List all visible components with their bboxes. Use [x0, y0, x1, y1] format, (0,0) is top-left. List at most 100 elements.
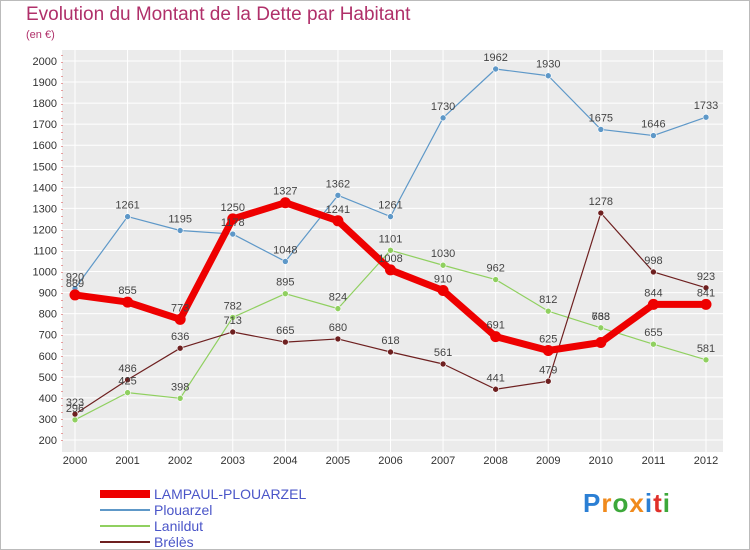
data-label-lampaul-plouarzel: 1008: [378, 253, 402, 265]
y-tick-label: 2000: [33, 56, 57, 68]
x-tick-label: 2011: [642, 455, 666, 467]
data-point-lanildut: [492, 276, 499, 283]
data-label-plouarzel: 1178: [221, 217, 245, 229]
data-label-lampaul-plouarzel: 855: [118, 285, 136, 297]
y-tick-label: 1700: [33, 119, 57, 131]
data-point-lampaul-plouarzel: [595, 337, 607, 349]
x-tick-label: 2002: [168, 455, 192, 467]
chart-subtitle: (en €): [26, 29, 55, 41]
y-tick-label: 1500: [33, 161, 57, 173]
data-point-br-l-s: [492, 385, 499, 393]
x-tick-label: 2009: [536, 455, 560, 467]
data-point-lanildut: [229, 314, 237, 321]
data-label-br-l-s: 323: [66, 397, 84, 409]
data-point-lampaul-plouarzel: [647, 298, 659, 310]
data-label-plouarzel: 1675: [589, 112, 613, 124]
data-label-br-l-s: 479: [539, 364, 557, 376]
data-label-lampaul-plouarzel: 910: [434, 274, 452, 286]
data-point-br-l-s: [439, 360, 447, 368]
y-tick-label: 1600: [33, 140, 57, 152]
legend-swatch: [100, 541, 150, 543]
y-tick-label: 1000: [33, 267, 57, 279]
data-label-plouarzel: 1261: [378, 200, 402, 212]
data-label-lampaul-plouarzel: 773: [171, 302, 189, 314]
data-point-br-l-s: [597, 209, 605, 217]
data-point-plouarzel: [229, 230, 237, 238]
data-label-lanildut: 782: [224, 300, 242, 312]
logo-letter: P: [583, 488, 602, 518]
data-point-lanildut: [334, 305, 342, 312]
data-point-br-l-s: [702, 284, 710, 292]
x-tick-label: 2012: [694, 455, 718, 467]
data-label-br-l-s: 636: [171, 331, 189, 343]
y-tick-label: 600: [39, 351, 57, 363]
data-point-lampaul-plouarzel: [279, 197, 291, 209]
data-label-br-l-s: 713: [224, 315, 242, 327]
data-label-plouarzel: 1733: [694, 100, 718, 112]
x-tick-label: 2001: [115, 455, 139, 467]
legend-swatch: [100, 509, 150, 511]
logo-letter: i: [644, 488, 654, 518]
data-label-br-l-s: 923: [697, 271, 715, 283]
data-label-br-l-s: 998: [644, 255, 662, 267]
y-tick-label: 1100: [33, 246, 57, 258]
data-label-lanildut: 296: [66, 403, 84, 415]
data-label-lanildut: 812: [539, 294, 557, 306]
y-tick-label: 900: [39, 288, 57, 300]
data-point-br-l-s: [387, 348, 394, 356]
data-point-plouarzel: [124, 213, 131, 220]
data-point-lanildut: [702, 356, 710, 364]
data-point-br-l-s: [650, 268, 657, 276]
x-tick-label: 2004: [273, 455, 297, 467]
data-point-lanildut: [282, 290, 289, 297]
logo-letter: o: [612, 488, 630, 518]
data-label-lampaul-plouarzel: 841: [697, 287, 715, 299]
data-point-lampaul-plouarzel: [385, 264, 396, 276]
legend-label: Brélès: [154, 534, 194, 550]
data-label-lanildut: 668: [592, 311, 610, 323]
data-point-lampaul-plouarzel: [332, 215, 344, 227]
x-tick-label: 2000: [63, 455, 87, 467]
y-tick-label: 800: [39, 309, 57, 321]
proxiti-logo: Proxiti: [583, 488, 671, 519]
data-point-lanildut: [439, 261, 447, 269]
x-tick-label: 2006: [378, 455, 402, 467]
y-tick-label: 1200: [33, 224, 57, 236]
x-tick-label: 2008: [483, 455, 507, 467]
data-label-plouarzel: 1048: [273, 244, 297, 256]
logo-letter: x: [629, 488, 645, 518]
data-label-plouarzel: 1930: [536, 59, 560, 71]
data-label-lampaul-plouarzel: 889: [66, 278, 84, 290]
data-label-lanildut: 1101: [379, 233, 403, 245]
data-label-lanildut: 398: [171, 381, 189, 393]
logo-letter: i: [662, 488, 671, 518]
data-point-plouarzel: [492, 65, 499, 73]
y-tick-label: 1400: [33, 182, 57, 194]
data-point-lampaul-plouarzel: [700, 298, 712, 310]
data-label-lanildut: 895: [276, 277, 294, 289]
data-point-br-l-s: [176, 344, 184, 352]
data-point-br-l-s: [229, 328, 237, 336]
data-point-lampaul-plouarzel: [542, 345, 554, 357]
data-label-lampaul-plouarzel: 844: [644, 287, 662, 299]
legend-label: LAMPAUL-PLOUARZEL: [154, 486, 307, 502]
data-label-lampaul-plouarzel: 1250: [221, 202, 245, 214]
data-label-lampaul-plouarzel: 691: [486, 320, 504, 332]
data-point-lampaul-plouarzel: [69, 289, 81, 301]
data-label-lanildut: 962: [486, 263, 504, 275]
x-tick-label: 2010: [589, 455, 613, 467]
data-point-lampaul-plouarzel: [227, 213, 239, 225]
y-tick-label: 500: [39, 372, 57, 384]
data-point-br-l-s: [282, 338, 289, 346]
data-label-br-l-s: 1278: [589, 196, 613, 208]
legend-swatch: [100, 525, 150, 527]
data-point-lampaul-plouarzel: [174, 313, 186, 325]
data-label-lanildut: 425: [118, 376, 136, 388]
x-tick-label: 2007: [431, 455, 455, 467]
data-label-lanildut: 733: [592, 311, 610, 323]
data-point-lanildut: [597, 324, 605, 332]
data-point-br-l-s: [334, 335, 342, 343]
y-tick-label: 1900: [33, 77, 57, 89]
data-label-br-l-s: 665: [276, 325, 294, 337]
data-point-br-l-s: [71, 410, 79, 418]
